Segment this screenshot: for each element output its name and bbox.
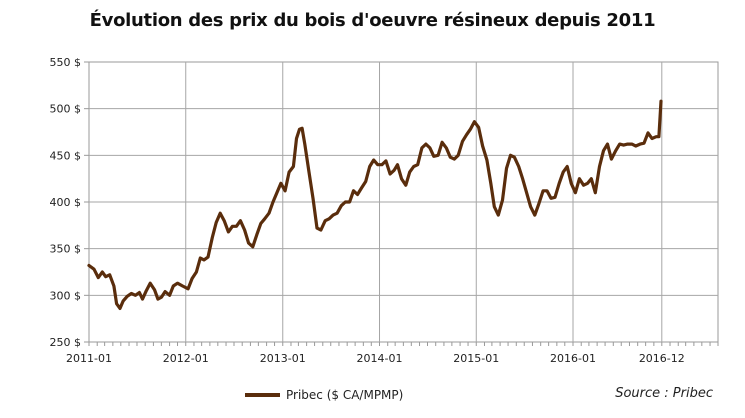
source-note: Source : Pribec <box>615 386 713 401</box>
y-tick-label: 450 $ <box>50 149 82 162</box>
legend: Pribec ($ CA/MPMP) <box>245 388 403 402</box>
x-tick-label: 2012-01 <box>163 352 209 365</box>
x-tick-label: 2016-12 <box>639 352 685 365</box>
x-tick-label: 2016-01 <box>550 352 596 365</box>
y-tick-label: 400 $ <box>50 196 82 209</box>
chart-title: Évolution des prix du bois d'oeuvre rési… <box>89 10 656 31</box>
y-tick-label: 500 $ <box>50 103 82 116</box>
y-tick-label: 550 $ <box>50 56 82 69</box>
y-tick-label: 350 $ <box>50 243 82 256</box>
y-tick-label: 300 $ <box>50 289 82 302</box>
x-tick-label: 2014-01 <box>357 352 403 365</box>
series-line <box>87 99 663 310</box>
x-tick-label: 2013-01 <box>260 352 306 365</box>
x-tick-label: 2015-01 <box>453 352 499 365</box>
y-tick-label: 250 $ <box>50 336 82 349</box>
legend-label: Pribec ($ CA/MPMP) <box>286 388 403 402</box>
x-tick-label: 2011-01 <box>66 352 112 365</box>
